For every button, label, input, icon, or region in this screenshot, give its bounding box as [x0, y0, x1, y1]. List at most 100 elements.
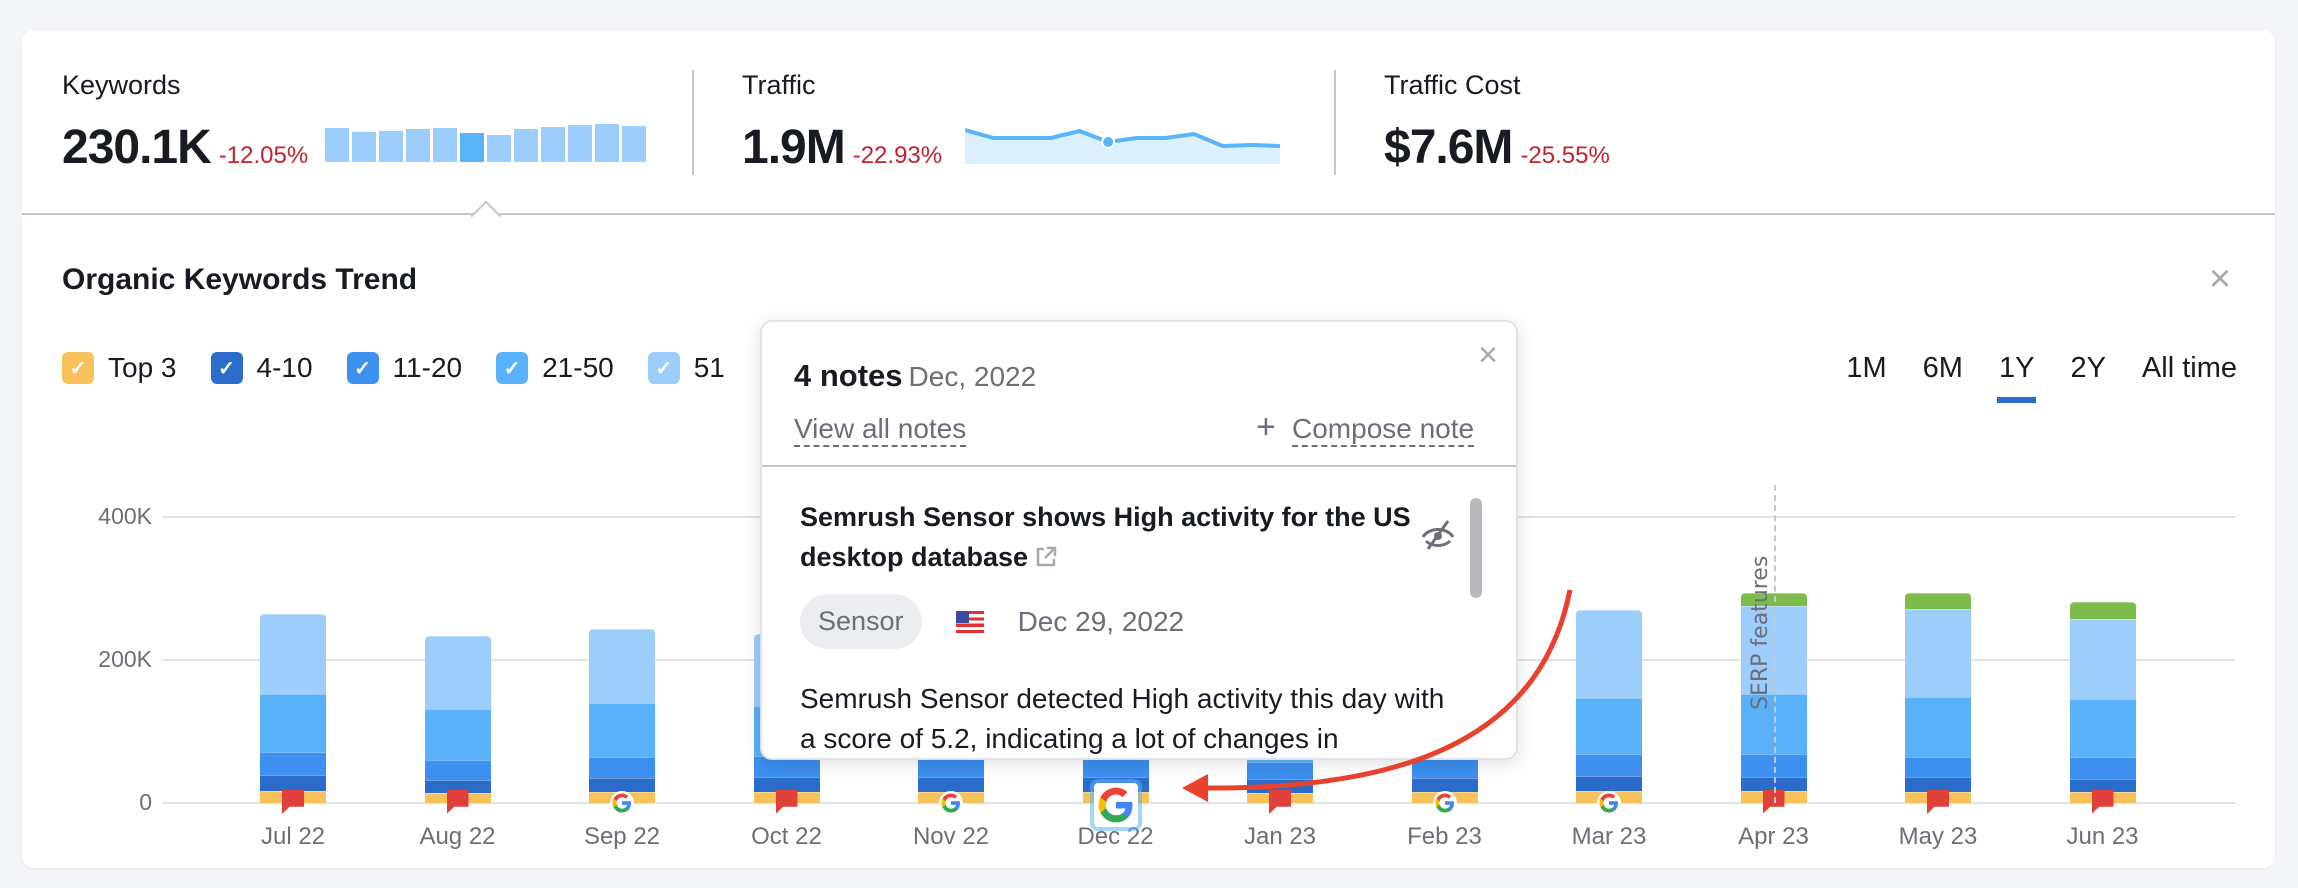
section-title: Organic Keywords Trend: [62, 263, 418, 296]
metric-value: 1.9M -22.93%: [742, 120, 942, 175]
close-icon[interactable]: ×: [2208, 258, 2232, 300]
scrollbar[interactable]: [1470, 498, 1482, 598]
legend-item-4-10[interactable]: ✓ 4-10: [210, 352, 313, 384]
bar-segment: [589, 629, 655, 703]
x-tick-label: Nov 22: [912, 823, 990, 850]
view-all-notes-link[interactable]: View all notes: [794, 413, 967, 447]
serp-features-label: SERP features: [1747, 555, 1773, 710]
note-meta: Sensor Dec 29, 2022: [800, 594, 1184, 649]
bar-segment: [589, 756, 655, 778]
metric-traffic[interactable]: Traffic 1.9M -22.93%: [742, 70, 942, 174]
serp-features-marker-line: [1773, 485, 1776, 803]
period-tab-all-time[interactable]: All time: [2141, 352, 2237, 384]
sparkline-bar: [595, 124, 619, 162]
popup-title: 4 notes Dec, 2022: [794, 358, 1036, 394]
overview-card: Keywords 230.1K -12.05% Traffic 1.9M -22.9…: [22, 30, 2275, 868]
sparkline-bar: [460, 132, 484, 162]
bar-segment: [589, 777, 655, 792]
keywords-value: 230.1K: [62, 121, 212, 174]
bar-segment: [424, 635, 491, 709]
google-update-icon[interactable]: [1597, 791, 1621, 815]
popup-header: × 4 notes Dec, 2022 View all notes + Comp…: [762, 322, 1516, 467]
bar-segment: [1905, 608, 1971, 698]
legend-item-51[interactable]: ✓ 51: [647, 352, 725, 384]
x-tick-label: May 23: [1898, 823, 1978, 850]
bar-segment: [918, 777, 984, 792]
eye-off-icon[interactable]: [1420, 517, 1456, 553]
checkbox-icon[interactable]: ✓: [647, 352, 680, 384]
metric-traffic-cost[interactable]: Traffic Cost $7.6M -25.55%: [1384, 70, 1610, 174]
period-tab-2y[interactable]: 2Y: [2070, 352, 2106, 384]
bar-segment: [260, 614, 326, 695]
bar-segment: [1576, 609, 1642, 698]
bar-sep-22[interactable]: [589, 629, 655, 803]
bar-mar-23[interactable]: [1576, 609, 1642, 803]
legend-item-top-3[interactable]: ✓ Top 3: [62, 352, 177, 384]
bar-segment: [260, 775, 326, 791]
x-tick-label: Sep 22: [583, 823, 661, 850]
x-tick-label: Mar 23: [1571, 823, 1647, 850]
bar-aug-22[interactable]: [424, 635, 491, 803]
legend-label: Top 3: [108, 352, 177, 383]
legend-label: 11-20: [392, 352, 463, 383]
sparkline-bar: [325, 127, 349, 162]
bar-segment: [2069, 619, 2136, 700]
checkbox-icon[interactable]: ✓: [210, 352, 243, 384]
sparkline-bar: [379, 130, 403, 162]
y-tick-label: 400K: [98, 503, 152, 529]
legend-label: 4-10: [256, 352, 313, 383]
note-tag: Sensor: [800, 594, 922, 649]
bar-jul-22[interactable]: [260, 614, 326, 803]
keywords-sparkline: [325, 122, 646, 162]
checkbox-icon[interactable]: ✓: [496, 352, 529, 384]
google-update-icon[interactable]: [1432, 791, 1457, 815]
note-flag-icon[interactable]: [282, 790, 304, 814]
series-legend: ✓ Top 3 ✓ 4-10 ✓ 11-20 ✓ 21-50 ✓ 51: [62, 352, 725, 384]
divider: [1334, 70, 1336, 175]
note-body: Semrush Sensor detected High activity th…: [800, 683, 1445, 754]
notes-month: Dec, 2022: [908, 361, 1037, 392]
external-link-icon[interactable]: [1034, 545, 1058, 569]
note-flag-icon[interactable]: [775, 790, 798, 814]
note-flag-icon[interactable]: [1927, 790, 1949, 814]
legend-label: 21-50: [542, 352, 614, 383]
traffic-cost-delta: -25.55%: [1520, 142, 1610, 169]
period-tab-6m[interactable]: 6M: [1922, 352, 1963, 384]
note-flag-icon[interactable]: [2091, 790, 2114, 814]
bar-segment: [424, 708, 491, 761]
y-tick-label: 0: [139, 789, 152, 815]
note-title[interactable]: Semrush Sensor shows High activity for t…: [800, 497, 1440, 577]
us-flag-icon: [955, 610, 984, 633]
bar-segment: [1905, 697, 1971, 757]
bar-segment: [1905, 756, 1971, 778]
google-update-icon[interactable]: [610, 791, 634, 815]
metric-keywords[interactable]: Keywords 230.1K -12.05%: [62, 70, 308, 174]
bar-segment: [424, 780, 491, 793]
sparkline-bar: [514, 129, 538, 162]
checkbox-icon[interactable]: ✓: [346, 352, 379, 384]
bar-segment: [1576, 697, 1642, 754]
sparkline-bar: [433, 128, 457, 162]
sparkline-bar: [487, 135, 511, 162]
google-update-icon-selected[interactable]: [1089, 779, 1142, 831]
period-tab-1y[interactable]: 1Y: [1996, 352, 2037, 403]
note-flag-icon[interactable]: [1269, 790, 1291, 814]
bar-may-23[interactable]: [1905, 592, 1971, 803]
keywords-delta: -12.05%: [218, 142, 309, 169]
x-tick-label: Apr 23: [1738, 823, 1809, 850]
legend-item-11-20[interactable]: ✓ 11-20: [346, 352, 463, 384]
x-tick-label: Jul 22: [260, 823, 326, 850]
bar-jun-23[interactable]: [2069, 602, 2136, 803]
legend-item-21-50[interactable]: ✓ 21-50: [496, 352, 614, 384]
x-tick-label: Oct 22: [751, 823, 822, 850]
note-flag-icon[interactable]: [446, 790, 469, 814]
period-tab-1m[interactable]: 1M: [1846, 352, 1887, 384]
x-tick-label: Feb 23: [1407, 823, 1482, 850]
bar-segment: [2069, 699, 2136, 757]
bar-segment: [260, 694, 326, 753]
sparkline-bar: [622, 126, 646, 162]
checkbox-icon[interactable]: ✓: [62, 352, 94, 384]
close-icon[interactable]: ×: [1478, 336, 1498, 374]
google-update-icon[interactable]: [939, 791, 963, 815]
compose-note-link[interactable]: Compose note: [1292, 413, 1475, 447]
